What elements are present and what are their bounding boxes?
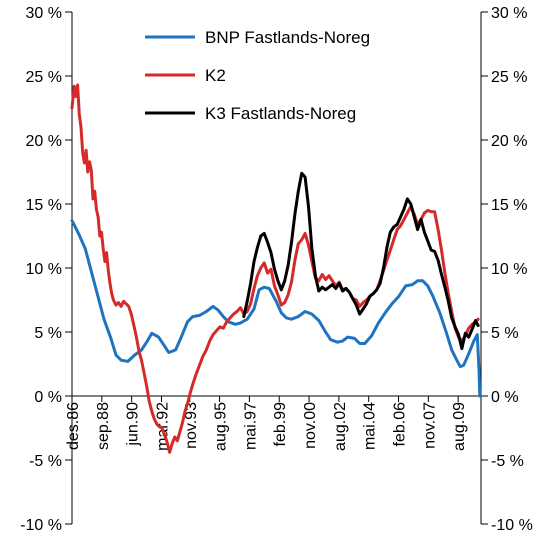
left-y-axis: -10 % -5 % 0 % 5 % 10 % 15 % 20 % 25 % 30 % [20, 5, 73, 534]
x-tick-label: sep.88 [95, 402, 112, 450]
y-tick-label-right: 10 % [491, 261, 527, 278]
x-tick-label: aug.95 [213, 402, 230, 451]
y-tick-label-left: 10 % [26, 261, 62, 278]
x-tick-label: nov.07 [421, 402, 438, 449]
y-tick-label-left: 0 % [34, 389, 62, 406]
x-tick-label: des.86 [65, 402, 82, 450]
y-tick-label-right: -5 % [491, 453, 524, 470]
y-tick-label-right: 25 % [491, 69, 527, 86]
legend-label: K3 Fastlands-Noreg [205, 104, 356, 123]
y-tick-label-left: -10 % [20, 517, 62, 534]
x-axis: des.86 sep.88 jun.90 mar.92 nov.93 aug.95 mai.… [65, 395, 481, 451]
legend-label: BNP Fastlands-Noreg [205, 28, 370, 47]
y-tick-label-right: 0 % [491, 389, 519, 406]
legend-label: K2 [205, 66, 226, 85]
x-tick-label: feb.99 [272, 402, 289, 447]
y-tick-label-left: 30 % [26, 5, 62, 22]
legend-item: K2 [145, 66, 226, 85]
y-tick-label-left: 20 % [26, 133, 62, 150]
y-tick-label-right: 5 % [491, 325, 519, 342]
legend-item: K3 Fastlands-Noreg [145, 104, 356, 123]
x-tick-label: aug.09 [451, 402, 468, 451]
y-tick-label-left: 5 % [34, 325, 62, 342]
y-tick-label-left: 15 % [26, 197, 62, 214]
x-tick-label: nov.00 [302, 402, 319, 449]
x-tick-label: jun.90 [125, 402, 142, 447]
series-line-2 [70, 83, 480, 454]
series-line-3 [242, 171, 480, 351]
y-tick-label-right: 20 % [491, 133, 527, 150]
x-tick-label: feb.06 [392, 402, 409, 447]
y-tick-label-right: 15 % [491, 197, 527, 214]
y-tick-label-left: -5 % [29, 453, 62, 470]
series-line-1 [70, 219, 482, 398]
y-tick-label-right: 30 % [491, 5, 527, 22]
legend-item: BNP Fastlands-Noreg [145, 28, 370, 47]
y-tick-label-right: -10 % [491, 517, 533, 534]
legend: BNP Fastlands-Noreg K2 K3 Fastlands-Nore… [145, 28, 370, 123]
right-y-axis: -10 % -5 % 0 % 5 % 10 % 15 % 20 % 25 % 30 % [480, 5, 533, 534]
series-lines [70, 83, 482, 454]
x-tick-label: aug.02 [332, 402, 349, 451]
x-tick-label: mai.04 [362, 402, 379, 450]
x-tick-label: nov.93 [183, 402, 200, 449]
y-tick-label-left: 25 % [26, 69, 62, 86]
x-tick-label: mai.97 [242, 402, 259, 450]
